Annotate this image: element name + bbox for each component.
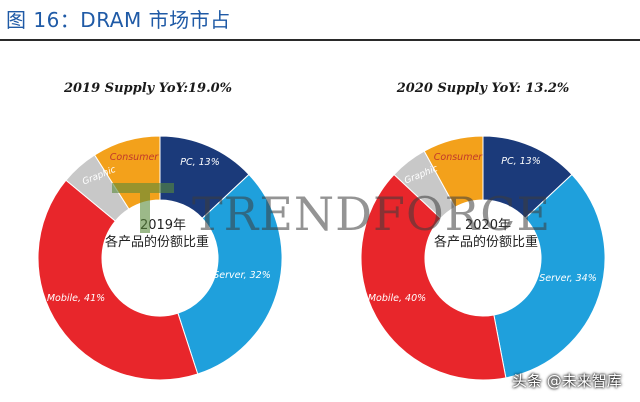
slice-label-consumer-2019: Consumer: [110, 152, 160, 163]
chart-title-2019: 2019 Supply YoY:19.0%: [63, 81, 232, 96]
donut-2020: [360, 135, 606, 381]
slice-label-pc-2020: PC, 13%: [501, 156, 541, 167]
slice-mobile-2020: [360, 173, 507, 381]
figure-title: 图 16：DRAM 市场市占: [6, 8, 231, 32]
watermark-logo-bar: [112, 183, 174, 193]
slice-label-consumer-2020: Consumer: [434, 152, 484, 163]
slice-label-mobile-2020: Mobile, 40%: [368, 293, 426, 304]
slice-label-server-2019: Server, 32%: [213, 270, 270, 281]
watermark-logo-stem: [140, 193, 150, 233]
donut-2019: [37, 135, 283, 381]
center-label-year-2019: 2019年: [140, 218, 186, 233]
credit-text: 头条 @未来智库: [512, 372, 622, 390]
slice-server-2020: [493, 173, 606, 379]
center-label-sub-2019: 各产品的份额比重: [105, 234, 209, 250]
chart-title-2020: 2020 Supply YoY: 13.2%: [396, 81, 570, 96]
slice-consumer-2020: [423, 135, 484, 208]
title-divider: [0, 39, 640, 41]
watermark-text: TRENDFORCE: [192, 187, 551, 241]
center-label-sub-2020: 各产品的份额比重: [434, 234, 538, 250]
slice-label-mobile-2019: Mobile, 41%: [47, 293, 105, 304]
slice-mobile-2019: [37, 179, 199, 381]
slice-server-2019: [177, 173, 283, 375]
slice-label-pc-2019: PC, 13%: [180, 157, 220, 168]
center-label-year-2020: 2020年: [465, 218, 511, 233]
slice-label-server-2020: Server, 34%: [539, 273, 596, 284]
